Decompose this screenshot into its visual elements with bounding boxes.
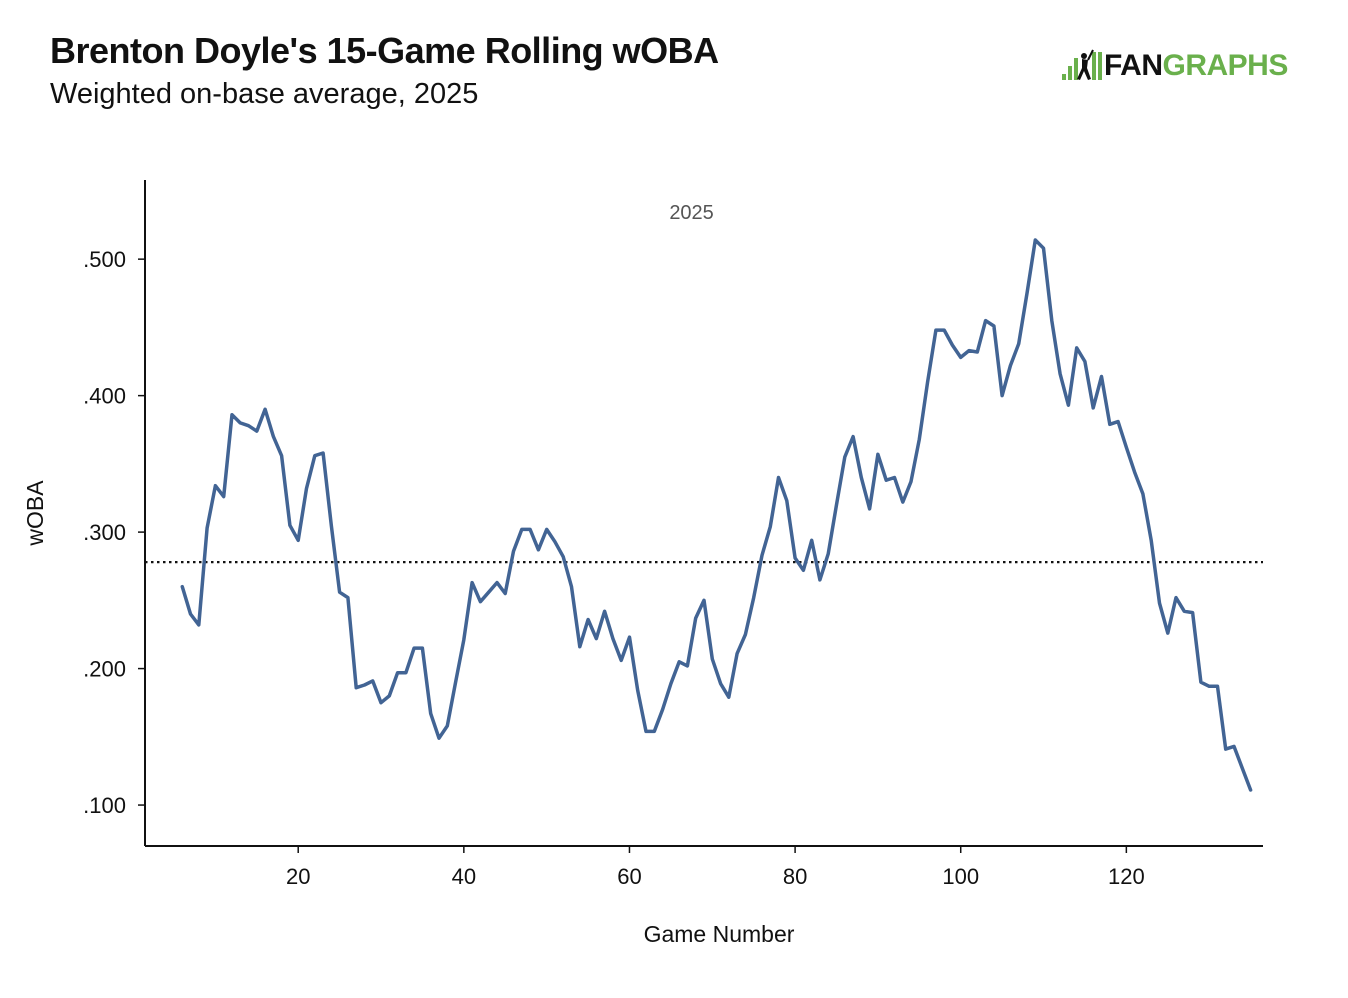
series-line-0 xyxy=(180,238,1253,792)
axes xyxy=(138,180,1263,853)
panel-label: 2025 xyxy=(669,202,714,224)
y-tick-label: .100 xyxy=(83,793,126,818)
series-group xyxy=(180,238,1253,792)
y-tick-label: .200 xyxy=(83,657,126,682)
y-tick-label: .300 xyxy=(83,520,126,545)
logo-text-graphs: GRAPHS xyxy=(1162,49,1289,82)
x-tick-label: 80 xyxy=(783,864,807,889)
y-tick-label: .500 xyxy=(83,247,126,272)
x-axis-title: Game Number xyxy=(644,921,795,947)
fangraphs-logo: FAN GRAPHS xyxy=(1062,46,1288,86)
chart-subtitle: Weighted on-base average, 2025 xyxy=(50,78,479,110)
x-tick-label: 20 xyxy=(286,864,310,889)
labels-group: .100 .200 .300 .400 .500 20 40 60 80 100 120 Game N… xyxy=(22,202,1145,947)
x-tick-label: 120 xyxy=(1108,864,1145,889)
chart-title: Brenton Doyle's 15-Game Rolling wOBA xyxy=(50,30,719,71)
x-tick-label: 40 xyxy=(452,864,476,889)
batter-icon xyxy=(1062,49,1102,80)
logo-text-fan: FAN xyxy=(1104,49,1163,82)
x-tick-label: 60 xyxy=(617,864,641,889)
x-tick-label: 100 xyxy=(942,864,979,889)
y-axis-title: wOBA xyxy=(22,480,48,547)
y-tick-label: .400 xyxy=(83,384,126,409)
